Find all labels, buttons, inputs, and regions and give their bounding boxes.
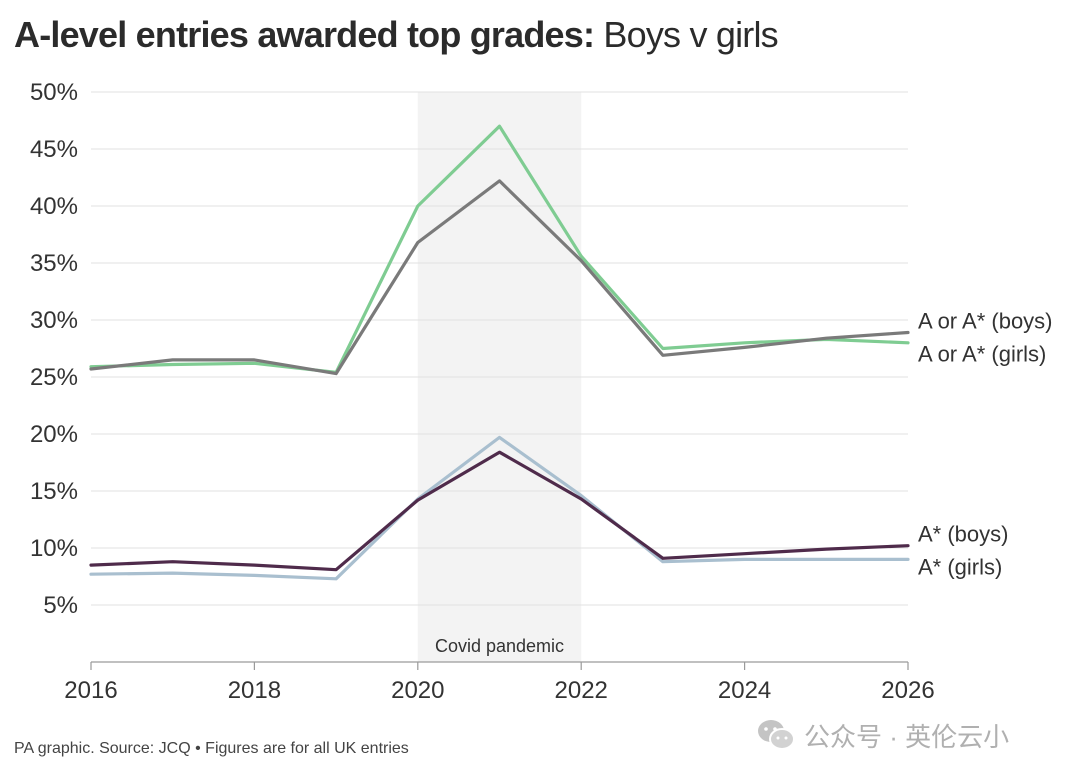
chart-title-main: A-level entries awarded top grades xyxy=(14,14,584,55)
x-tick-label: 2022 xyxy=(555,677,608,704)
gridlines xyxy=(91,91,908,606)
series-line xyxy=(89,435,910,581)
series-label: A* (boys) xyxy=(918,522,1008,547)
axes: 5% 10% 15% 20% 25% 30% 35% 40% 45% 50% 2016 2018 202… xyxy=(30,79,935,704)
x-tick-label: 2024 xyxy=(718,677,771,704)
wechat-icon xyxy=(758,720,795,750)
x-tick-label: 2016 xyxy=(64,677,117,704)
y-tick-label: 5% xyxy=(43,592,78,619)
chart-title-separator: : xyxy=(583,14,595,55)
chart-title: A-level entries awarded top grades: Boys… xyxy=(14,14,779,56)
y-tick-label: 45% xyxy=(30,136,78,163)
y-tick-label: 30% xyxy=(30,307,78,334)
y-tick-label: 20% xyxy=(30,421,78,448)
chart-title-subtitle: Boys v girls xyxy=(594,14,778,55)
source-note: PA graphic. Source: JCQ • Figures are fo… xyxy=(14,740,409,757)
covid-band-label: Covid pandemic xyxy=(435,636,564,656)
series-labels: A or A* (boys) A or A* (girls) A* (boys) A*… xyxy=(918,309,1053,580)
watermark-text: 公众号 · 英伦云小 xyxy=(804,721,1010,752)
series-lines xyxy=(89,124,910,581)
y-tick-label: 50% xyxy=(30,79,78,106)
y-tick-label: 40% xyxy=(30,193,78,220)
series-label: A or A* (girls) xyxy=(918,342,1046,367)
series-label: A* (girls) xyxy=(918,555,1002,580)
series-line xyxy=(89,124,910,374)
x-tick-label: 2020 xyxy=(391,677,444,704)
series-line xyxy=(89,179,910,376)
y-tick-label: 25% xyxy=(30,364,78,391)
x-tick-label: 2026 xyxy=(881,677,934,704)
y-tick-label: 35% xyxy=(30,250,78,277)
series-line xyxy=(89,450,910,572)
y-tick-label: 10% xyxy=(30,535,78,562)
watermark: 公众号 · 英伦云小 xyxy=(756,716,1009,754)
x-tick-label: 2018 xyxy=(228,677,281,704)
y-tick-label: 15% xyxy=(30,478,78,505)
series-label: A or A* (boys) xyxy=(918,309,1053,334)
